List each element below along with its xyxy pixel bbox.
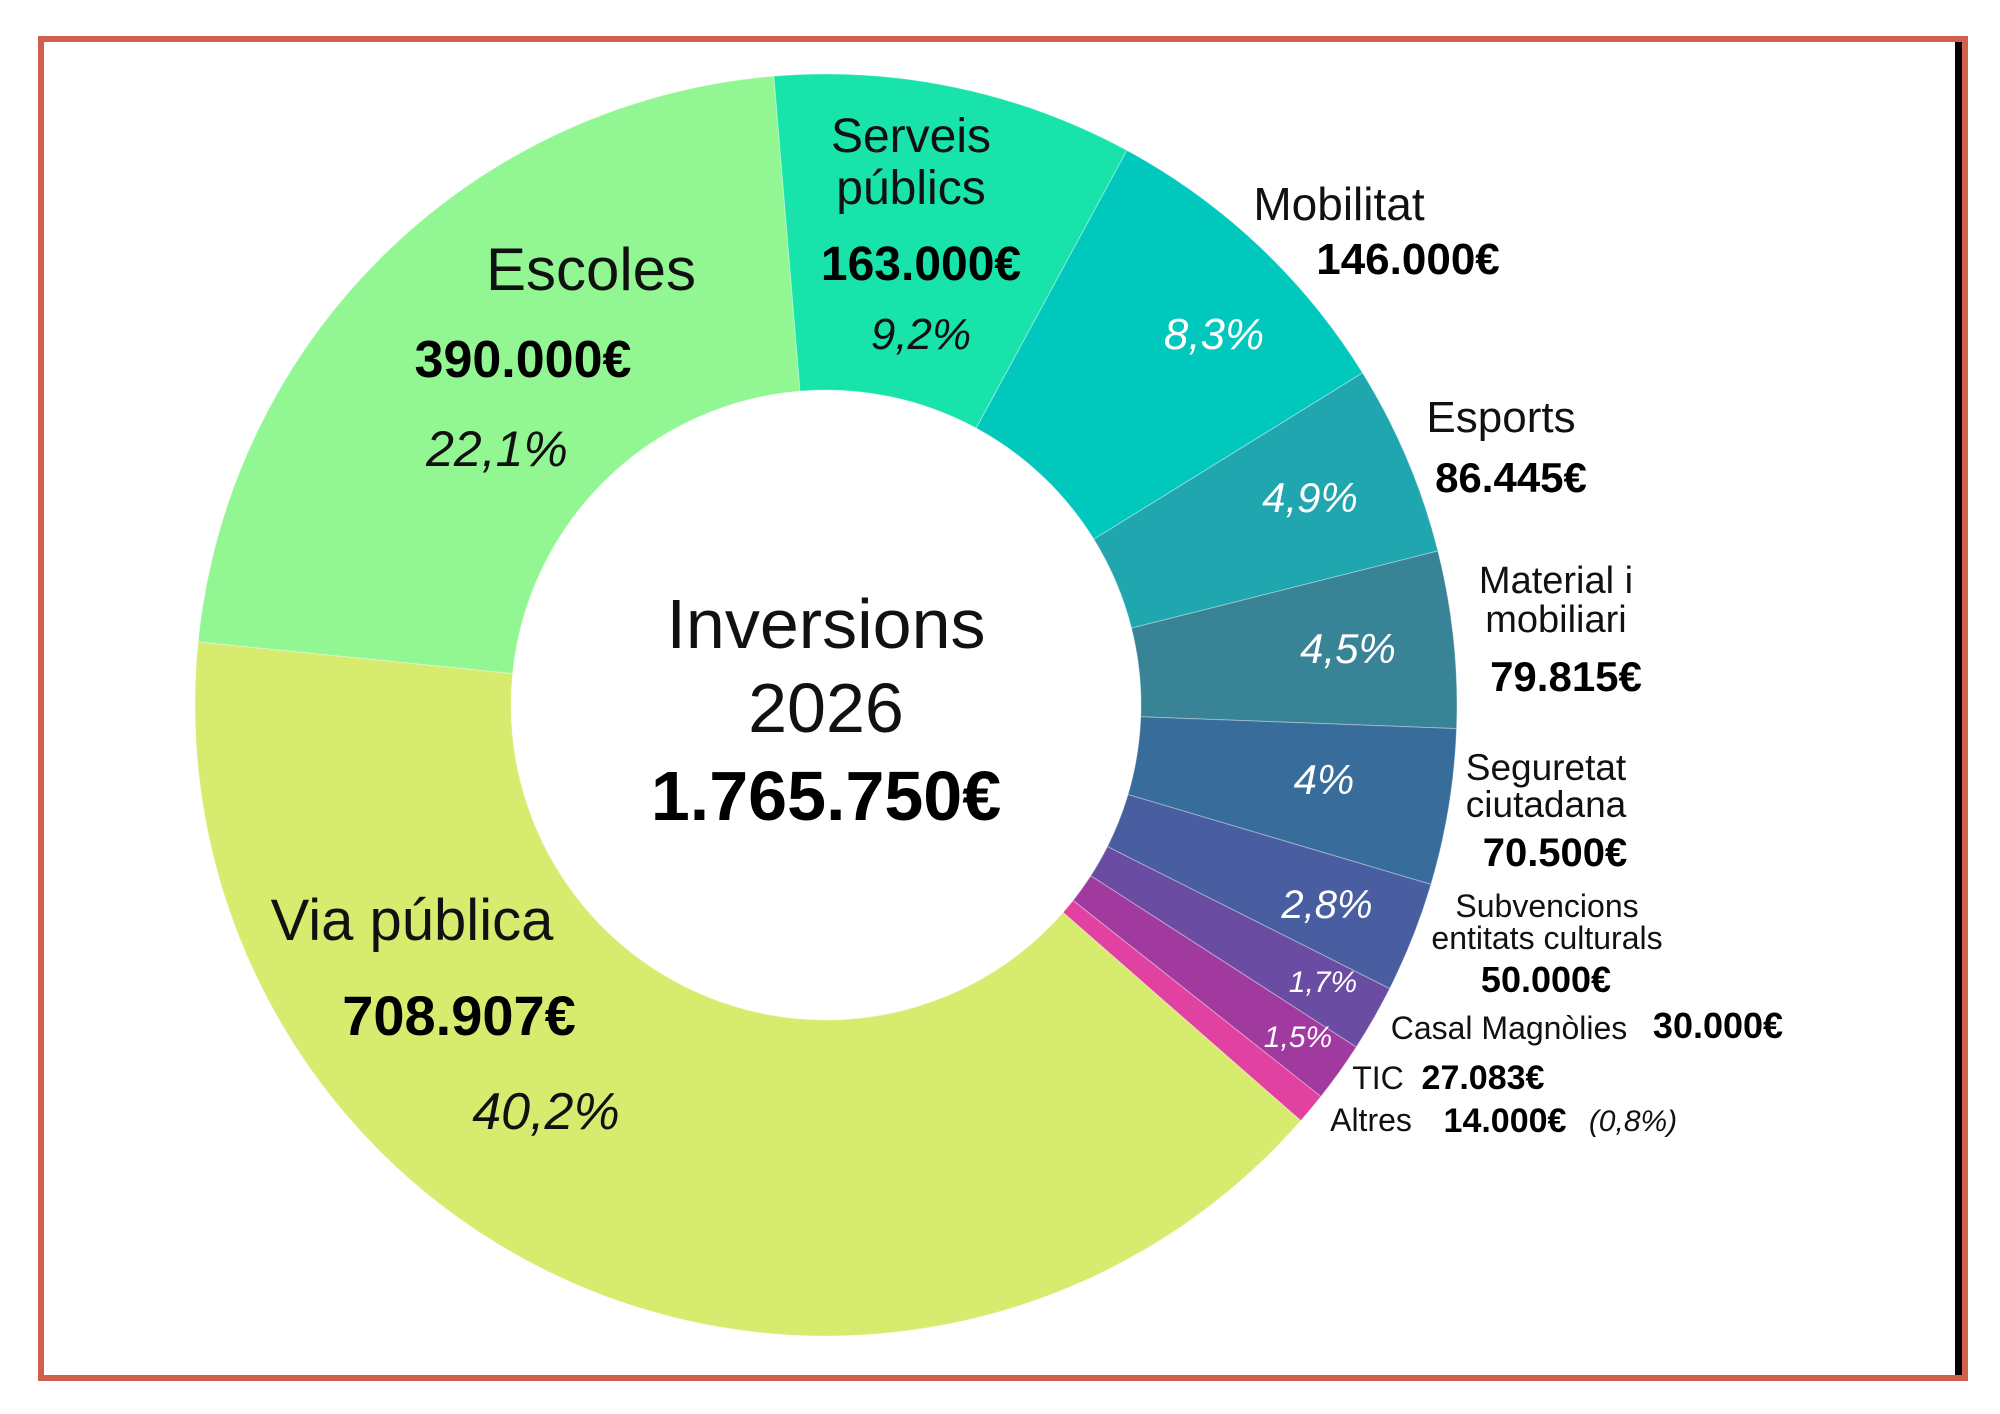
label-material-percent: 4,5% [1300,625,1396,672]
slice-casal-magnòlies [1089,845,1391,1048]
frame-shadow-line [1955,42,1962,1375]
label-escoles-percent: 22,1% [425,421,568,477]
label-subvencions-name-2: entitats culturals [1431,920,1662,956]
label-seguretat-name-1: Seguretat [1466,747,1627,788]
slice-material-i-mobiliari [1130,550,1458,730]
slice-via-pública [194,641,1302,1337]
label-material-value: 79.815€ [1490,653,1642,700]
label-altres-value: 14.000€ [1444,1102,1567,1140]
label-altres-name: Altres [1330,1102,1412,1138]
label-seguretat-name-2: ciutadana [1466,784,1627,825]
label-casal-percent: 1,7% [1289,966,1357,999]
label-subvencions-percent: 2,8% [1280,883,1372,927]
label-casal-value: 30.000€ [1653,1005,1783,1046]
label-serveis-value: 163.000€ [821,238,1021,291]
label-tic-value: 27.083€ [1422,1059,1545,1097]
label-serveis-name-2: públics [836,162,985,215]
slice-escoles [197,75,801,675]
label-mobilitat-value: 146.000€ [1316,235,1500,284]
slice-esports [1093,372,1439,629]
label-mobilitat-name: Mobilitat [1253,178,1425,230]
label-esports-value: 86.445€ [1435,454,1587,501]
label-escoles-value: 390.000€ [415,331,632,389]
label-esports-percent: 4,9% [1262,474,1358,521]
label-casal-name: Casal Magnòlies [1391,1010,1628,1046]
label-tic-name: TIC [1352,1060,1404,1096]
label-altres-percent: (0,8%) [1589,1105,1677,1138]
slice-mobilitat [975,149,1364,540]
slice-altres [1062,899,1322,1122]
label-via-value: 708.907€ [342,984,576,1047]
label-material-name-1: Material i [1479,560,1633,602]
label-esports-name: Esports [1426,393,1575,442]
label-serveis-name-1: Serveis [831,110,991,163]
label-mobilitat-percent: 8,3% [1164,310,1264,359]
label-via-percent: 40,2% [472,1083,619,1141]
slice-serveis-públics [773,73,1128,429]
label-serveis-percent: 9,2% [871,310,971,359]
label-subvencions-value: 50.000€ [1481,959,1611,1000]
label-escoles-name: Escoles [486,236,696,303]
label-tic-percent: 1,5% [1264,1021,1332,1054]
label-via-name: Via pública [271,888,554,953]
center-year: 2026 [748,669,904,747]
chart-frame [38,36,1968,1381]
center-total: 1.765.750€ [651,757,1001,835]
center-title: Inversions [666,585,985,663]
slice-seguretat-ciutadana [1127,716,1458,886]
label-subvencions-name-1: Subvencions [1455,888,1638,924]
slice-tic [1072,875,1357,1098]
label-seguretat-percent: 4% [1294,756,1355,803]
label-seguretat-value: 70.500€ [1483,831,1628,875]
label-material-name-2: mobiliari [1485,599,1626,641]
